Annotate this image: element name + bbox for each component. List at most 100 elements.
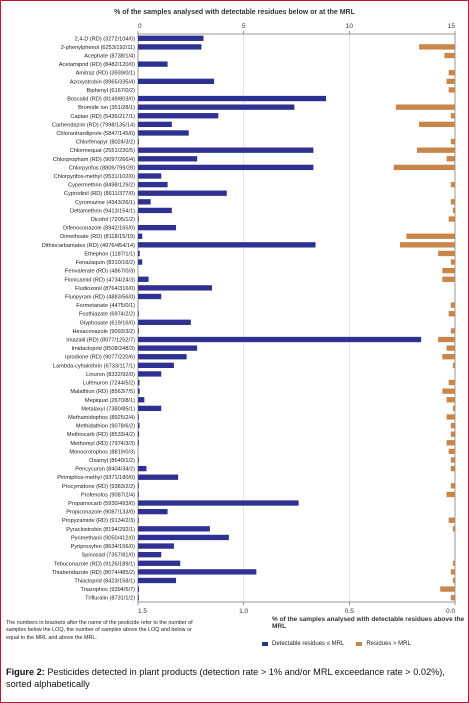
category-label: Pyraclostrobin (8194/292/1) bbox=[66, 527, 135, 533]
bar-above-mrl bbox=[450, 465, 455, 472]
bar-above-mrl bbox=[450, 199, 455, 205]
top-tick-label: 15 bbox=[448, 23, 456, 30]
category-label: Fenazaquin (8310/16/2) bbox=[76, 260, 136, 266]
bar-below-mrl bbox=[138, 147, 314, 153]
category-label: Bromide ion (351/28/1) bbox=[78, 105, 135, 111]
category-label: Dimethoate (RD) (8118/15/19) bbox=[60, 234, 135, 240]
category-label: Propamocarb (5930/493/0) bbox=[68, 501, 135, 507]
bar-below-mrl bbox=[138, 560, 181, 566]
bar-above-mrl bbox=[450, 113, 455, 119]
category-label: Acephate (8738/1/4) bbox=[84, 54, 135, 60]
bar-above-mrl bbox=[448, 448, 455, 455]
bar-below-mrl bbox=[138, 121, 172, 128]
category-label: Fluopyram (RD) (4883/56/0) bbox=[65, 294, 135, 300]
category-label: Chlorpropham (RD) (9097/266/4) bbox=[53, 157, 135, 163]
bar-above-mrl bbox=[442, 267, 455, 274]
bar-above-mrl bbox=[448, 216, 455, 222]
category-label: Cyprodinil (RD) (8611/377/0) bbox=[64, 191, 135, 197]
bar-above-mrl bbox=[452, 526, 455, 532]
bar-above-mrl bbox=[450, 483, 455, 489]
category-label: Methomyl (RD) (7974/3/3) bbox=[70, 441, 135, 447]
bar-above-mrl bbox=[446, 397, 455, 403]
bar-above-mrl bbox=[450, 181, 455, 188]
bar-above-mrl bbox=[450, 302, 455, 308]
bar-below-mrl bbox=[138, 345, 198, 351]
bottom-tick-label: 0.0 bbox=[446, 608, 455, 615]
bar-below-mrl bbox=[138, 104, 295, 110]
bar-below-mrl bbox=[138, 95, 327, 102]
category-label: Propiconazole (9087/133/0) bbox=[66, 510, 135, 516]
legend-swatch-below-mrl bbox=[262, 642, 268, 646]
bottom-tick-label: 1.5 bbox=[138, 608, 147, 615]
category-label: Chlorantraniliprole (5847/145/0) bbox=[56, 131, 135, 137]
category-label: Pyrimethanil (9050/412/0) bbox=[71, 535, 135, 541]
bar-below-mrl bbox=[138, 457, 139, 463]
bar-below-mrl bbox=[138, 242, 316, 248]
bar-below-mrl bbox=[138, 500, 299, 506]
bar-below-mrl bbox=[138, 388, 140, 394]
bar-above-mrl bbox=[444, 52, 455, 59]
top-tick-label: 0 bbox=[138, 23, 142, 30]
bar-below-mrl bbox=[138, 259, 143, 265]
category-label: Thiacloprid (8423/158/1) bbox=[74, 578, 135, 584]
top-axis-title: % of the samples analysed with detectabl… bbox=[114, 9, 355, 16]
bar-below-mrl bbox=[138, 35, 204, 41]
bar-below-mrl bbox=[138, 190, 227, 196]
legend-label-above-mrl: Residues > MRL bbox=[366, 641, 411, 647]
bar-below-mrl bbox=[138, 577, 177, 584]
bar-below-mrl bbox=[138, 526, 210, 532]
bar-below-mrl bbox=[138, 397, 145, 403]
bar-above-mrl bbox=[450, 259, 455, 265]
bar-above-mrl bbox=[419, 121, 455, 128]
bar-above-mrl bbox=[446, 491, 455, 498]
bar-below-mrl bbox=[138, 491, 139, 498]
bar-above-mrl bbox=[446, 440, 455, 446]
category-label: Lambda-cyhalothrin (6733/117/1) bbox=[53, 363, 135, 369]
bar-below-mrl bbox=[138, 405, 162, 412]
category-label: Imazalil (RD) (8077/1252/7) bbox=[66, 338, 135, 344]
chart-footnote: The numbers in brackets after the name o… bbox=[6, 620, 193, 641]
bar-below-mrl bbox=[138, 379, 140, 386]
category-label: Deltamethrin (9413/154/1) bbox=[70, 208, 135, 214]
bottom-axis-title: % of the samples analysed with detectabl… bbox=[272, 616, 465, 630]
category-label: Difenoconazole (8942/165/0) bbox=[63, 226, 135, 232]
bar-below-mrl bbox=[138, 181, 168, 188]
bar-below-mrl bbox=[138, 336, 422, 343]
bar-below-mrl bbox=[138, 328, 139, 334]
bar-above-mrl bbox=[393, 164, 455, 171]
category-label: Malathion (RD) (8563/7/5) bbox=[70, 389, 135, 395]
category-label: Boscalid (RD) (8149/803/0) bbox=[67, 97, 135, 103]
category-label: Chlorpyrifos (8806/799/28) bbox=[69, 165, 135, 171]
bar-below-mrl bbox=[138, 414, 139, 420]
bar-below-mrl bbox=[138, 233, 143, 239]
category-label: Imidacloprid (8508/248/3) bbox=[72, 346, 136, 352]
category-label: Chlormequat (2551/230/5) bbox=[70, 148, 135, 154]
bar-below-mrl bbox=[138, 199, 151, 205]
bar-below-mrl bbox=[138, 276, 149, 282]
category-label: Oxamyl (8640/1/2) bbox=[89, 458, 135, 464]
category-label: 2-phenylphenol (6253/192/11) bbox=[61, 45, 135, 51]
category-label: Captan (RD) (5436/217/1) bbox=[70, 114, 135, 120]
category-label: Dicofol (7205/1/2) bbox=[91, 217, 135, 223]
bar-below-mrl bbox=[138, 422, 140, 429]
category-label: Pirimiphos-methyl (9371/180/0) bbox=[57, 475, 135, 481]
category-label: Pyriproxyfen (8634/156/0) bbox=[71, 544, 136, 550]
bar-above-mrl bbox=[448, 379, 455, 386]
bar-above-mrl bbox=[448, 87, 455, 93]
bar-above-mrl bbox=[450, 328, 455, 334]
category-label: Glyphosate (619/16/0) bbox=[80, 320, 135, 326]
category-label: Profenofos (9087/2/4) bbox=[81, 492, 135, 498]
category-label: Metalaxyl (7380/85/1) bbox=[81, 406, 135, 412]
bar-below-mrl bbox=[138, 354, 187, 360]
bar-below-mrl bbox=[138, 164, 314, 171]
bar-below-mrl bbox=[138, 551, 162, 558]
bar-below-mrl bbox=[138, 586, 140, 592]
bar-below-mrl bbox=[138, 543, 174, 549]
category-label: Acetamiprid (RD) (8482/120/0) bbox=[59, 62, 135, 68]
bar-above-mrl bbox=[450, 457, 455, 463]
category-label: Triazophos (9394/5/7) bbox=[80, 587, 135, 593]
bar-above-mrl bbox=[452, 362, 455, 369]
category-label: Hexaconazole (9093/3/2) bbox=[72, 329, 135, 335]
bottom-tick-label: 0.5 bbox=[345, 608, 354, 615]
legend-item-above-mrl: Residues > MRL bbox=[356, 641, 411, 647]
